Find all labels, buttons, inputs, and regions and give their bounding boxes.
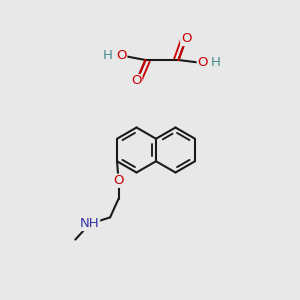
Text: NH: NH (80, 218, 100, 230)
Text: H: H (211, 56, 221, 70)
Text: O: O (113, 174, 124, 187)
Text: O: O (131, 74, 142, 88)
Text: H: H (103, 49, 113, 62)
Text: O: O (116, 49, 127, 62)
Text: O: O (197, 56, 208, 70)
Text: O: O (181, 32, 191, 46)
